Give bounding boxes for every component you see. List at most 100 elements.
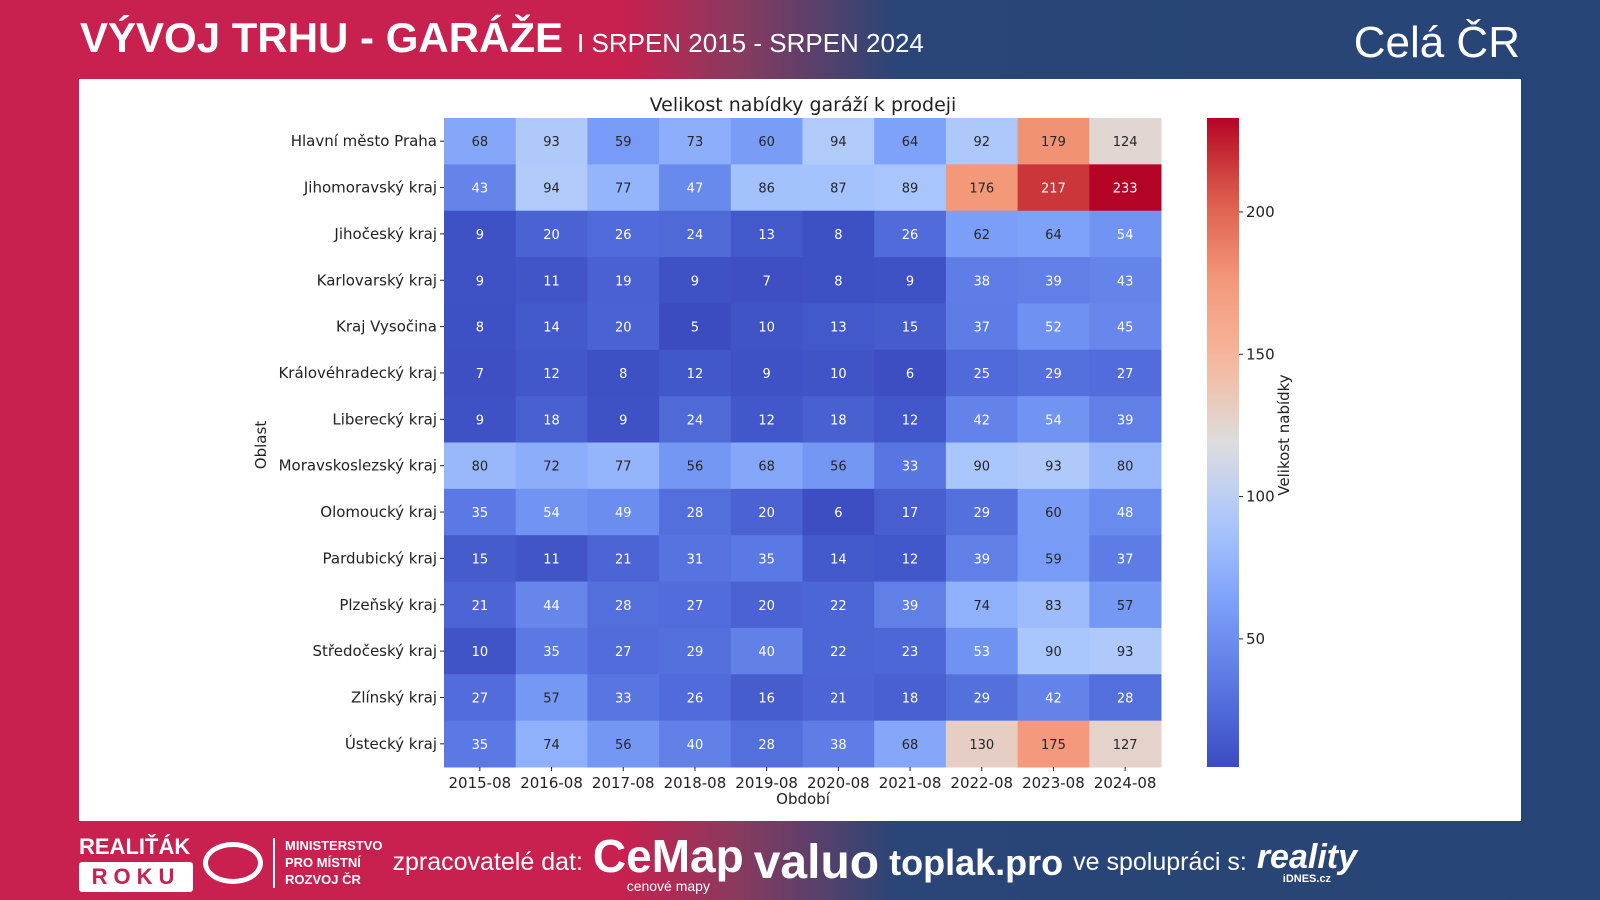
cell-value-label: 92 <box>973 135 990 150</box>
heatmap-cell <box>802 442 875 490</box>
cell-value-label: 29 <box>973 506 990 521</box>
cell-value-label: 8 <box>619 367 627 382</box>
heatmap-cell <box>1089 396 1162 443</box>
heatmap-cell <box>874 303 947 351</box>
heatmap-cell <box>1089 720 1162 768</box>
y-tick-label: Olomoucký kraj <box>320 503 437 521</box>
heatmap-cell <box>515 581 588 629</box>
heatmap-cell <box>659 303 732 351</box>
heatmap-cell <box>874 257 947 304</box>
cell-value-label: 5 <box>691 321 699 336</box>
cell-value-label: 26 <box>902 228 919 243</box>
ministry-name: MINISTERSTVO PRO MÍSTNÍ ROZVOJ ČR <box>285 837 383 888</box>
heatmap-cell <box>1017 164 1090 212</box>
heatmap-cell <box>444 257 517 304</box>
cell-value-label: 80 <box>472 460 489 475</box>
heatmap-cell <box>444 535 517 583</box>
region-label: Celá ČR <box>1353 18 1520 67</box>
cell-value-label: 93 <box>1045 460 1062 475</box>
cell-value-label: 6 <box>834 506 842 521</box>
x-tick-label: 2020-08 <box>807 774 870 792</box>
cell-value-label: 12 <box>687 367 704 382</box>
heatmap-cell <box>730 303 803 351</box>
cell-value-label: 52 <box>1045 321 1062 336</box>
cell-value-label: 68 <box>902 738 919 753</box>
heatmap-cell <box>945 210 1019 258</box>
heatmap-cell <box>1017 349 1090 397</box>
cell-value-label: 18 <box>830 413 847 428</box>
heatmap-cell <box>1089 118 1162 165</box>
heatmap-cell <box>730 164 803 212</box>
x-tick-label: 2017-08 <box>592 774 655 792</box>
heatmap-cell <box>515 257 588 304</box>
heatmap-cell <box>1017 303 1090 351</box>
cell-value-label: 9 <box>619 413 627 428</box>
heatmap-cell <box>515 303 588 351</box>
heatmap-cell <box>945 396 1019 443</box>
heatmap-cell <box>945 118 1019 165</box>
heatmap-cell <box>444 396 517 443</box>
heatmap-cell <box>515 349 588 397</box>
heatmap-cell <box>515 720 588 768</box>
cell-value-label: 130 <box>969 738 994 753</box>
cell-value-label: 16 <box>758 691 775 706</box>
heatmap-cell <box>802 674 875 722</box>
heatmap-cell <box>1017 488 1090 536</box>
heatmap-cell <box>515 396 588 443</box>
cell-value-label: 15 <box>902 321 919 336</box>
chart-title: Velikost nabídky garáží k prodeji <box>650 94 957 116</box>
heatmap-cell <box>444 118 517 165</box>
heatmap-cell <box>730 720 803 768</box>
y-tick-label: Hlavní město Praha <box>291 132 437 150</box>
processors-label: zpracovatelé dat: <box>392 848 583 876</box>
cell-value-label: 68 <box>758 460 775 475</box>
heatmap-cell <box>1017 674 1090 722</box>
cell-value-label: 94 <box>543 182 560 197</box>
y-tick-label: Pardubický kraj <box>323 549 437 567</box>
heatmap-cell <box>659 581 732 629</box>
cell-value-label: 20 <box>758 599 775 614</box>
heatmap-cell <box>945 627 1019 675</box>
cell-value-label: 83 <box>1045 599 1062 614</box>
cell-value-label: 39 <box>1117 413 1134 428</box>
heatmap-cell <box>730 674 803 722</box>
heatmap-cell <box>945 303 1019 351</box>
heatmap-cell <box>730 349 803 397</box>
cemap-sub: cenové mapy <box>626 877 710 894</box>
cell-value-label: 56 <box>687 460 704 475</box>
cell-value-label: 73 <box>687 135 704 150</box>
heatmap-cell <box>587 627 660 675</box>
cell-value-label: 77 <box>615 460 632 475</box>
cell-value-label: 20 <box>758 506 775 521</box>
cell-value-label: 29 <box>1045 367 1062 382</box>
cell-value-label: 49 <box>615 506 632 521</box>
cell-value-label: 68 <box>472 135 489 150</box>
heatmap-cell <box>515 442 588 490</box>
heatmap-cell <box>945 349 1019 397</box>
heatmap-cell <box>515 535 588 583</box>
heatmap-cell <box>1089 257 1162 304</box>
cell-value-label: 33 <box>615 691 632 706</box>
heatmap-cell <box>874 118 947 165</box>
x-tick-label: 2022-08 <box>950 774 1013 792</box>
heatmap-cell <box>874 720 947 768</box>
cell-value-label: 21 <box>615 552 632 567</box>
heatmap-cell <box>587 257 660 304</box>
heatmap-cell <box>587 396 660 443</box>
cell-value-label: 11 <box>543 274 560 289</box>
heatmap-cell <box>659 396 732 443</box>
heatmap-cell <box>730 257 803 304</box>
cell-value-label: 48 <box>1117 506 1134 521</box>
cell-value-label: 44 <box>543 599 560 614</box>
heatmap-cell <box>1089 303 1162 351</box>
page-subtitle: I SRPEN 2015 - SRPEN 2024 <box>577 28 924 58</box>
heatmap-cell <box>444 164 517 212</box>
cell-value-label: 10 <box>830 367 847 382</box>
cell-value-label: 39 <box>902 599 919 614</box>
heatmap-cell <box>1017 581 1090 629</box>
heatmap-cell <box>874 581 947 629</box>
cell-value-label: 9 <box>476 274 484 289</box>
cell-value-label: 90 <box>1045 645 1062 660</box>
cell-value-label: 28 <box>615 599 632 614</box>
heatmap-cell <box>515 674 588 722</box>
